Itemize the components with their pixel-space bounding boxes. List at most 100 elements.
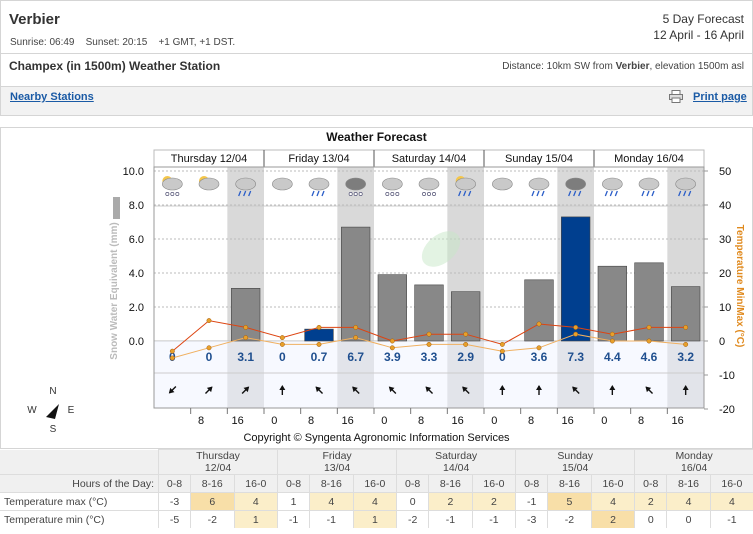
- rain-drop: [604, 190, 608, 197]
- rain-drop: [646, 190, 650, 197]
- snow-icon: [162, 176, 183, 196]
- wind-arrow-head: [315, 386, 322, 393]
- period-column: [264, 167, 301, 408]
- y-axis-scroll-indicator: [113, 197, 120, 219]
- hours-cell: 16-0: [352, 474, 397, 493]
- tmax-cell: 4: [666, 492, 711, 511]
- forecast-chart: Thursday 12/04 Friday 13/04 Saturday 14/04…: [27, 149, 745, 435]
- wind-arrow-icon: [572, 386, 580, 395]
- wind-arrow-icon: [499, 385, 506, 395]
- hours-cell: 8-16: [309, 474, 354, 493]
- watermark-leaf: [421, 231, 461, 267]
- rain-drop: [316, 190, 320, 197]
- heavy-rain-icon: [565, 177, 586, 197]
- y-tick-label: 6.0: [129, 234, 144, 246]
- rain-drop: [578, 190, 582, 197]
- precip-label: 7.3: [567, 350, 584, 364]
- y2-tick-label: 0: [719, 336, 725, 348]
- plot-frame: [153, 166, 705, 409]
- tmin-cell: -3: [515, 510, 548, 528]
- printer-icon[interactable]: [669, 90, 683, 103]
- table-day-header: Friday 13/04: [277, 449, 397, 475]
- y2-tick-label: 50: [719, 166, 731, 178]
- tmin-cell: -5: [158, 510, 191, 528]
- day-label: Friday 13/04: [288, 153, 349, 165]
- wind-arrow-head: [499, 385, 506, 390]
- temp-max-line-point: [316, 324, 322, 330]
- temp-min-line-point: [573, 331, 579, 337]
- temp-max-line-point: [206, 318, 212, 324]
- print-page-link[interactable]: Print page: [693, 91, 747, 103]
- cloud-rain-icon: [528, 177, 550, 197]
- temp-max-line-point: [646, 324, 652, 330]
- y2-tick-label: -10: [719, 370, 735, 382]
- forecast-header: Verbier Sunrise: 06:49 Sunset: 20:15 +1 …: [0, 0, 753, 87]
- tmax-cell: 4: [233, 492, 278, 511]
- cloud-shape: [602, 177, 623, 191]
- wind-arrow-head: [352, 386, 358, 393]
- wind-arrow-head: [168, 387, 175, 394]
- snow-flake: [165, 192, 170, 196]
- table-day-header-row: Thursday 12/04 Friday 13/04 Saturday 14/04 …: [0, 449, 753, 475]
- precip-label: 3.3: [421, 350, 438, 364]
- snow-flake: [395, 192, 400, 196]
- tmin-cell: -1: [709, 510, 753, 528]
- rain-drop: [573, 190, 577, 197]
- y-tick-label: 8.0: [129, 200, 144, 212]
- y2-tick-label: -20: [719, 404, 735, 416]
- temp-max-line-point: [683, 324, 689, 330]
- tmax-cell: 4: [590, 492, 635, 511]
- table-hours-row: Hours of the Day: 0-8 8-16 16-0 0-8 8-16 16-0…: [0, 474, 753, 493]
- wind-arrow-icon: [279, 385, 286, 395]
- table-tmax-row: Temperature max (°C) -3 6 4 1 4 4 0 2 2 -1 5 4 2 4 4: [0, 492, 753, 511]
- y-tick-label: 10.0: [123, 166, 144, 178]
- hours-cell: 16-0: [471, 474, 516, 493]
- cloud-rain-icon: [235, 177, 256, 197]
- cloud-shape: [162, 177, 183, 191]
- cloud-rain-icon: [675, 177, 696, 197]
- hour-tick-label: 0: [491, 415, 497, 427]
- hour-tick-label: 16: [562, 415, 574, 427]
- wind-arrow-icon: [352, 386, 360, 395]
- temp-min-line-point: [609, 338, 615, 344]
- sunset: Sunset: 20:15: [85, 37, 148, 48]
- table-day-header: Monday 16/04: [634, 449, 753, 475]
- hours-cell: 8-16: [666, 474, 711, 493]
- tmax-cell: 5: [547, 492, 592, 511]
- heavy-snow-icon: [345, 177, 366, 196]
- chart-copyright: Copyright © Syngenta Agronomic Informati…: [243, 432, 510, 444]
- rain-drop: [248, 190, 252, 197]
- tmax-label: Temperature max (°C): [0, 492, 159, 511]
- tmax-cell: 4: [709, 492, 753, 511]
- cloud-shape: [565, 177, 586, 191]
- wind-arrow-head: [243, 386, 250, 393]
- snow-flake: [422, 192, 426, 196]
- temp-min-line-point: [389, 345, 395, 351]
- temp-min-line-point: [499, 348, 505, 354]
- cloud-shape: [455, 177, 476, 191]
- partly-cloudy-rain-icon: [455, 176, 476, 197]
- hours-cell: 8-16: [547, 474, 592, 493]
- tmax-cell: -3: [158, 492, 191, 511]
- cloud-shape: [235, 177, 256, 191]
- temp-min-line-point: [316, 341, 322, 347]
- wind-arrow-icon: [609, 385, 616, 395]
- temp-min-line-point: [206, 345, 212, 351]
- hours-cell: 0-8: [515, 474, 548, 493]
- hours-label: Hours of the Day:: [0, 474, 159, 493]
- hour-tick-label: 8: [638, 415, 644, 427]
- nearby-stations-link[interactable]: Nearby Stations: [10, 91, 94, 103]
- cloud-shape: [382, 177, 403, 191]
- wind-arrow-icon: [645, 386, 654, 395]
- temp-min-line-point: [243, 335, 249, 341]
- date-range: 12 April - 16 April: [653, 28, 744, 42]
- precip-bar: [671, 286, 701, 342]
- precip-bar: [231, 288, 261, 342]
- tmax-cell: 6: [190, 492, 235, 511]
- hours-cell: 0-8: [396, 474, 429, 493]
- tmin-cell: 1: [233, 510, 278, 528]
- wind-arrow-icon: [315, 386, 324, 395]
- snow-flake: [358, 192, 363, 196]
- tmax-cell: -1: [515, 492, 548, 511]
- wind-arrow-head: [206, 386, 213, 393]
